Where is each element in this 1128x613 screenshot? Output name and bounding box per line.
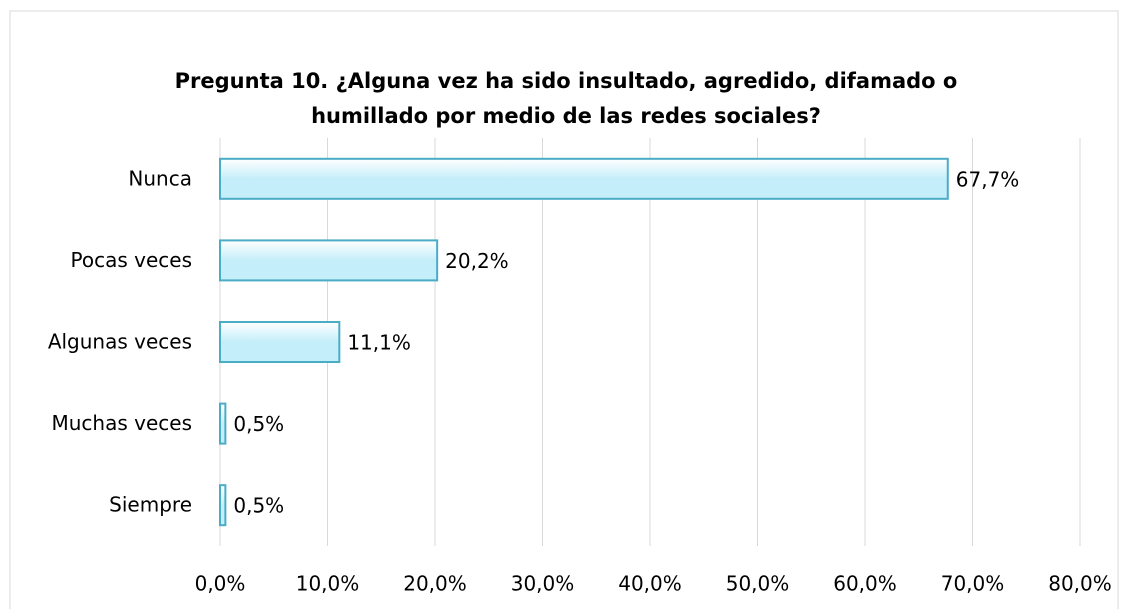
bar [219, 157, 949, 200]
bar [219, 402, 227, 445]
data-label: 20,2% [445, 249, 509, 273]
data-label: 11,1% [347, 331, 411, 355]
x-tick-label: 40,0% [618, 572, 682, 596]
y-tick-label: Nunca [128, 166, 192, 190]
bar [219, 484, 227, 527]
y-tick-label: Siempre [109, 493, 192, 517]
x-tick-label: 70,0% [941, 572, 1005, 596]
data-label: 0,5% [233, 494, 284, 518]
bar [219, 239, 439, 282]
chart-border [9, 10, 1119, 613]
data-label: 67,7% [956, 167, 1020, 191]
bar [219, 321, 341, 363]
x-tick-label: 30,0% [511, 572, 575, 596]
data-label: 0,5% [233, 412, 284, 436]
x-tick-label: 20,0% [403, 572, 467, 596]
x-tick-label: 50,0% [726, 572, 790, 596]
x-tick-label: 10,0% [296, 572, 360, 596]
x-tick-label: 80,0% [1048, 572, 1112, 596]
x-tick-label: 0,0% [195, 572, 246, 596]
chart-title: Pregunta 10. ¿Alguna vez ha sido insulta… [175, 69, 958, 93]
chart-title: humillado por medio de las redes sociale… [311, 104, 821, 128]
y-tick-label: Algunas veces [48, 330, 192, 354]
y-tick-label: Muchas veces [52, 411, 193, 435]
y-tick-label: Pocas veces [71, 248, 192, 272]
x-tick-label: 60,0% [833, 572, 897, 596]
